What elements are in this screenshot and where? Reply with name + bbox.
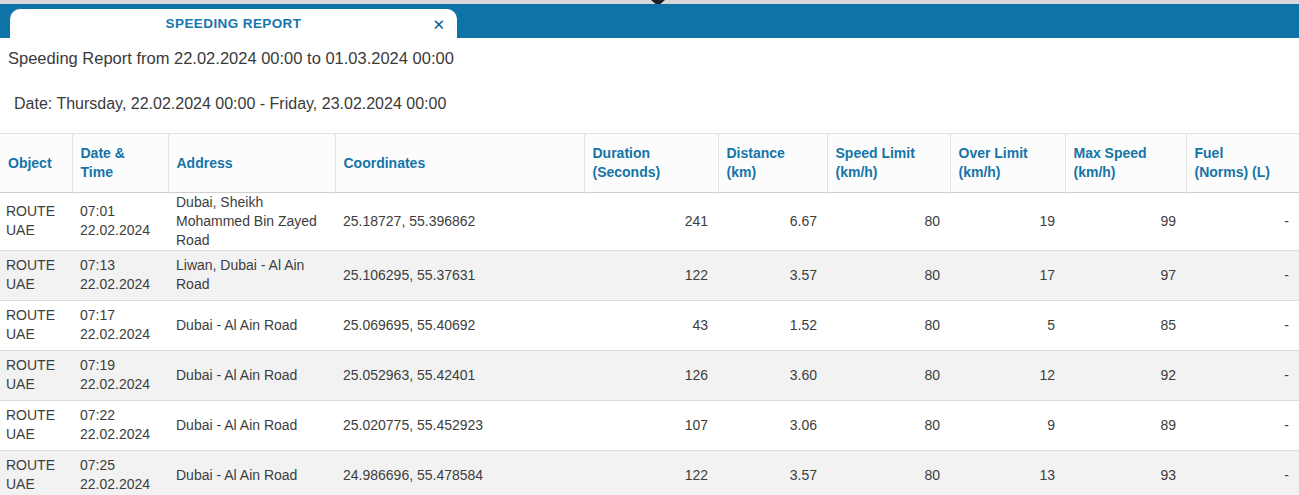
cell-max-speed: 92 bbox=[1065, 350, 1186, 400]
cell-over-limit: 9 bbox=[950, 400, 1065, 450]
cell-max-speed: 89 bbox=[1065, 400, 1186, 450]
cell-datetime: 07:13 22.02.2024 bbox=[72, 250, 168, 300]
cell-duration: 107 bbox=[584, 400, 718, 450]
cell-address: Dubai, Sheikh Mohammed Bin Zayed Road bbox=[168, 193, 335, 251]
cell-coordinates: 25.069695, 55.40692 bbox=[335, 300, 584, 350]
cell-address: Dubai - Al Ain Road bbox=[168, 350, 335, 400]
cell-fuel: - bbox=[1186, 450, 1299, 495]
cell-datetime: 07:01 22.02.2024 bbox=[72, 193, 168, 251]
cell-speed-limit: 80 bbox=[827, 300, 950, 350]
cell-speed-limit: 80 bbox=[827, 250, 950, 300]
column-header-datetime[interactable]: Date & Time bbox=[72, 134, 168, 193]
cell-distance: 6.67 bbox=[718, 193, 827, 251]
cell-speed-limit: 80 bbox=[827, 193, 950, 251]
cell-max-speed: 99 bbox=[1065, 193, 1186, 251]
cell-over-limit: 19 bbox=[950, 193, 1065, 251]
table-row[interactable]: ROUTE UAE 07:25 22.02.2024 Dubai - Al Ai… bbox=[0, 450, 1299, 495]
cell-datetime: 07:17 22.02.2024 bbox=[72, 300, 168, 350]
speeding-report-window: SPEEDING REPORT ✕ Speeding Report from 2… bbox=[0, 0, 1299, 495]
cell-object: ROUTE UAE bbox=[0, 300, 72, 350]
table-row[interactable]: ROUTE UAE 07:22 22.02.2024 Dubai - Al Ai… bbox=[0, 400, 1299, 450]
column-header-distance[interactable]: Distance (km) bbox=[718, 134, 827, 193]
cell-max-speed: 97 bbox=[1065, 250, 1186, 300]
tab-label: SPEEDING REPORT bbox=[166, 16, 302, 31]
tab-speeding-report[interactable]: SPEEDING REPORT ✕ bbox=[10, 9, 457, 38]
table-row[interactable]: ROUTE UAE 07:13 22.02.2024 Liwan, Dubai … bbox=[0, 250, 1299, 300]
cell-coordinates: 25.052963, 55.42401 bbox=[335, 350, 584, 400]
cell-address: Dubai - Al Ain Road bbox=[168, 450, 335, 495]
column-header-object[interactable]: Object bbox=[0, 134, 72, 193]
report-table-body: ROUTE UAE 07:01 22.02.2024 Dubai, Sheikh… bbox=[0, 193, 1299, 495]
cell-object: ROUTE UAE bbox=[0, 193, 72, 251]
cell-datetime: 07:19 22.02.2024 bbox=[72, 350, 168, 400]
speeding-report-table: Object Date & Time Address Coordinates D… bbox=[0, 133, 1299, 495]
column-header-over-limit[interactable]: Over Limit (km/h) bbox=[950, 134, 1065, 193]
cell-address: Dubai - Al Ain Road bbox=[168, 400, 335, 450]
cell-fuel: - bbox=[1186, 300, 1299, 350]
cell-fuel: - bbox=[1186, 250, 1299, 300]
cell-distance: 3.60 bbox=[718, 350, 827, 400]
table-header-row: Object Date & Time Address Coordinates D… bbox=[0, 134, 1299, 193]
table-row[interactable]: ROUTE UAE 07:17 22.02.2024 Dubai - Al Ai… bbox=[0, 300, 1299, 350]
table-row[interactable]: ROUTE UAE 07:19 22.02.2024 Dubai - Al Ai… bbox=[0, 350, 1299, 400]
cell-duration: 122 bbox=[584, 450, 718, 495]
cell-over-limit: 12 bbox=[950, 350, 1065, 400]
cell-fuel: - bbox=[1186, 193, 1299, 251]
cell-over-limit: 5 bbox=[950, 300, 1065, 350]
table-row[interactable]: ROUTE UAE 07:01 22.02.2024 Dubai, Sheikh… bbox=[0, 193, 1299, 251]
cell-fuel: - bbox=[1186, 400, 1299, 450]
cell-coordinates: 25.18727, 55.396862 bbox=[335, 193, 584, 251]
report-date-line: Date: Thursday, 22.02.2024 00:00 - Frida… bbox=[14, 95, 1299, 115]
cell-max-speed: 93 bbox=[1065, 450, 1186, 495]
cell-duration: 43 bbox=[584, 300, 718, 350]
cell-duration: 126 bbox=[584, 350, 718, 400]
cell-max-speed: 85 bbox=[1065, 300, 1186, 350]
cell-coordinates: 24.986696, 55.478584 bbox=[335, 450, 584, 495]
cell-object: ROUTE UAE bbox=[0, 400, 72, 450]
column-header-max-speed[interactable]: Max Speed (km/h) bbox=[1065, 134, 1186, 193]
cell-over-limit: 13 bbox=[950, 450, 1065, 495]
cell-distance: 3.57 bbox=[718, 450, 827, 495]
cell-datetime: 07:25 22.02.2024 bbox=[72, 450, 168, 495]
cell-duration: 122 bbox=[584, 250, 718, 300]
cell-distance: 1.52 bbox=[718, 300, 827, 350]
cell-speed-limit: 80 bbox=[827, 400, 950, 450]
cell-coordinates: 25.020775, 55.452923 bbox=[335, 400, 584, 450]
cell-datetime: 07:22 22.02.2024 bbox=[72, 400, 168, 450]
cell-speed-limit: 80 bbox=[827, 450, 950, 495]
column-header-duration[interactable]: Duration (Seconds) bbox=[584, 134, 718, 193]
report-header: Speeding Report from 22.02.2024 00:00 to… bbox=[0, 49, 1299, 115]
cell-object: ROUTE UAE bbox=[0, 350, 72, 400]
column-header-coordinates[interactable]: Coordinates bbox=[335, 134, 584, 193]
cell-object: ROUTE UAE bbox=[0, 450, 72, 495]
cell-distance: 3.57 bbox=[718, 250, 827, 300]
column-header-address[interactable]: Address bbox=[168, 134, 335, 193]
cell-duration: 241 bbox=[584, 193, 718, 251]
cell-address: Liwan, Dubai - Al Ain Road bbox=[168, 250, 335, 300]
cell-speed-limit: 80 bbox=[827, 350, 950, 400]
close-icon[interactable]: ✕ bbox=[432, 16, 445, 31]
cell-distance: 3.06 bbox=[718, 400, 827, 450]
cell-object: ROUTE UAE bbox=[0, 250, 72, 300]
report-tab-bar: SPEEDING REPORT ✕ bbox=[0, 4, 1299, 38]
cell-coordinates: 25.106295, 55.37631 bbox=[335, 250, 584, 300]
cell-over-limit: 17 bbox=[950, 250, 1065, 300]
cell-address: Dubai - Al Ain Road bbox=[168, 300, 335, 350]
cell-fuel: - bbox=[1186, 350, 1299, 400]
report-title: Speeding Report from 22.02.2024 00:00 to… bbox=[8, 49, 1299, 69]
column-header-fuel[interactable]: Fuel (Norms) (L) bbox=[1186, 134, 1299, 193]
column-header-speed-limit[interactable]: Speed Limit (km/h) bbox=[827, 134, 950, 193]
